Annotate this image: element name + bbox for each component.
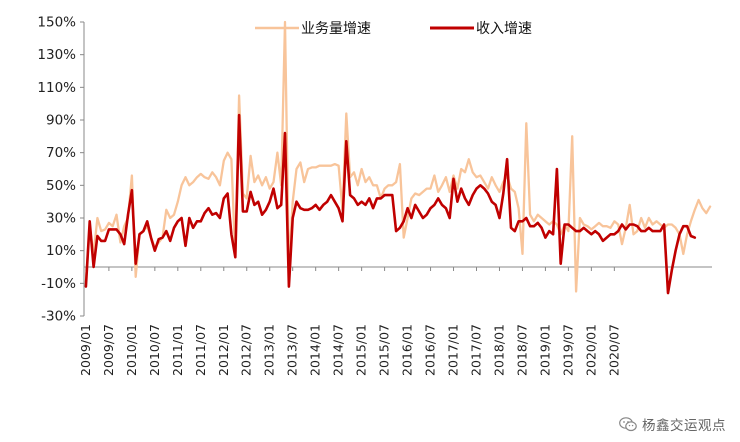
x-tick-label: 2015/07 xyxy=(377,324,392,376)
series-line-business-volume-growth xyxy=(84,20,712,293)
x-axis: 2009/01 2009/07 2010/01 2010/07 2011/01 2011/… xyxy=(78,266,712,376)
y-tick-label: 10% xyxy=(46,243,76,259)
x-tick-label: 2012/01 xyxy=(216,324,231,376)
x-tick-label: 2011/01 xyxy=(170,324,185,376)
x-tick-label: 2011/07 xyxy=(193,324,208,376)
x-tick-label: 2020/01 xyxy=(583,324,598,376)
x-tick-label: 2015/01 xyxy=(354,324,369,376)
x-tick-label: 2020/07 xyxy=(606,324,621,376)
x-tick-label: 2017/07 xyxy=(469,324,484,376)
y-tick-label: 70% xyxy=(46,145,76,161)
wechat-icon xyxy=(619,416,637,431)
x-tick-label: 2010/01 xyxy=(124,324,139,376)
x-tick-label: 2009/01 xyxy=(78,324,93,376)
series-line-revenue-growth xyxy=(84,113,697,295)
y-tick-label: 150% xyxy=(37,15,76,31)
watermark: 杨鑫交运观点 xyxy=(619,414,726,434)
series-layer xyxy=(84,20,712,295)
x-tick-label: 2016/01 xyxy=(400,324,415,376)
x-tick-label: 2014/07 xyxy=(331,324,346,376)
legend-label: 收入增速 xyxy=(476,21,532,37)
x-tick-label: 2014/01 xyxy=(308,324,323,376)
x-tick-label: 2016/07 xyxy=(423,324,438,376)
x-tick-label: 2019/07 xyxy=(560,324,575,376)
legend-label: 业务量增速 xyxy=(301,21,371,37)
y-tick-label: 90% xyxy=(46,113,76,129)
y-tick-label: 110% xyxy=(37,80,76,96)
y-axis: -30% -10% 10% 30% 50% 70% 90% 110% 130% 150% xyxy=(37,15,85,325)
x-tick-label: 2012/07 xyxy=(239,324,254,376)
y-tick-label: 30% xyxy=(46,211,76,227)
x-tick-label: 2010/07 xyxy=(147,324,162,376)
x-tick-label: 2017/01 xyxy=(446,324,461,376)
x-tick-label: 2019/01 xyxy=(537,324,552,376)
x-tick-label: 2013/01 xyxy=(262,324,277,376)
y-tick-label: 130% xyxy=(37,47,76,63)
legend: 业务量增速 收入增速 xyxy=(255,21,532,37)
y-tick-label: 50% xyxy=(46,178,76,194)
x-tick-label: 2018/07 xyxy=(514,324,529,376)
x-tick-label: 2018/01 xyxy=(491,324,506,376)
watermark-text: 杨鑫交运观点 xyxy=(642,418,726,434)
x-tick-label: 2009/07 xyxy=(101,324,116,376)
y-tick-label: -10% xyxy=(41,276,76,292)
y-tick-label: -30% xyxy=(41,309,76,325)
x-tick-label: 2013/07 xyxy=(285,324,300,376)
